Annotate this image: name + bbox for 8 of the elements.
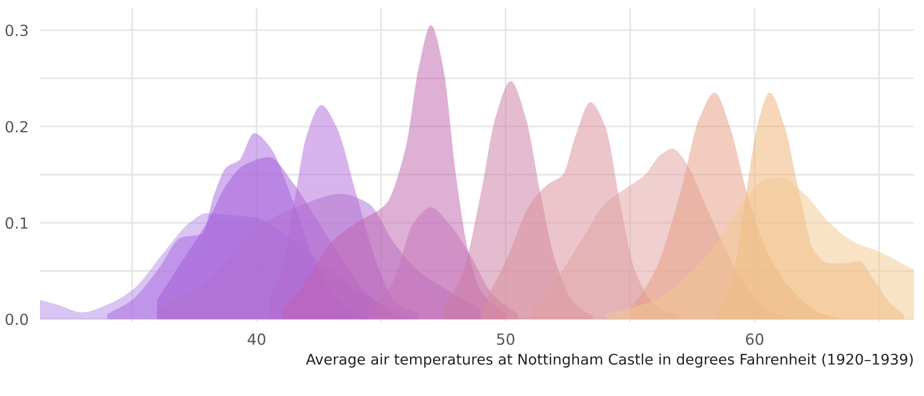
x-tick-label: 60 — [746, 333, 764, 345]
y-tick-label: 0.2 — [6, 120, 28, 132]
y-tick-label: 0.0 — [6, 314, 28, 326]
x-tick-label: 50 — [497, 333, 514, 345]
x-tick-label: 40 — [248, 333, 266, 345]
x-axis-title: Average air temperatures at Nottingham Castle in degrees Fahrenheit (1920–1939) — [306, 353, 913, 368]
y-tick-label: 0.1 — [6, 217, 28, 229]
y-tick-label: 0.3 — [6, 24, 28, 36]
